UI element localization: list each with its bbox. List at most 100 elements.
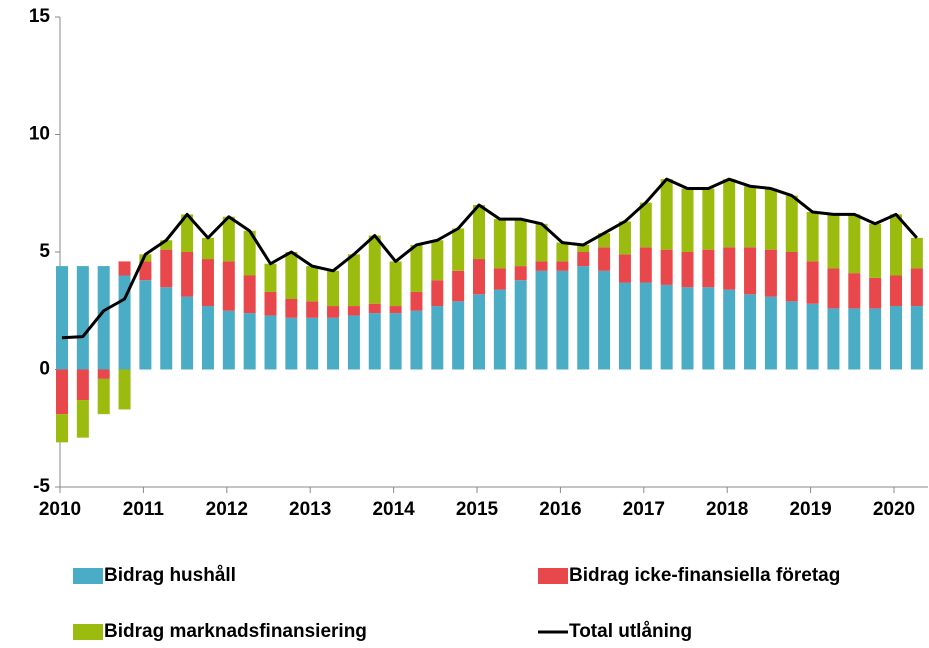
bar xyxy=(327,317,340,370)
bar xyxy=(514,280,527,370)
bar xyxy=(890,214,902,276)
bar xyxy=(431,306,444,370)
legend-label: Total utlåning xyxy=(569,621,692,642)
bar xyxy=(201,259,214,307)
bar xyxy=(869,277,882,309)
bar xyxy=(535,223,548,262)
bar xyxy=(347,315,360,370)
x-tick-label: 2017 xyxy=(623,499,665,520)
bar xyxy=(618,221,631,255)
x-tick-label: 2013 xyxy=(289,499,331,520)
bar xyxy=(56,369,68,415)
y-tick-label: 10 xyxy=(29,124,50,145)
bar xyxy=(493,219,506,269)
bar xyxy=(723,289,736,370)
bar xyxy=(827,308,840,370)
bar xyxy=(848,308,861,370)
bar xyxy=(431,280,444,307)
bar xyxy=(306,266,319,302)
x-tick-label: 2019 xyxy=(789,499,831,520)
bar xyxy=(181,296,194,370)
bar xyxy=(723,179,736,248)
bar xyxy=(910,237,923,269)
bar xyxy=(660,179,673,250)
bar xyxy=(514,266,527,281)
bar xyxy=(723,247,736,290)
bar xyxy=(264,263,277,292)
line xyxy=(61,177,918,340)
bar xyxy=(744,247,757,295)
bar xyxy=(160,240,173,250)
bar xyxy=(97,266,110,370)
bar xyxy=(514,219,527,267)
bar xyxy=(473,294,485,370)
bar xyxy=(76,369,89,401)
bar xyxy=(243,275,256,314)
bar xyxy=(639,247,652,283)
bar xyxy=(76,266,89,370)
bar xyxy=(56,414,68,443)
bar xyxy=(222,261,235,311)
bar xyxy=(389,306,402,314)
x-tick-label: 2014 xyxy=(372,499,415,520)
bar xyxy=(910,306,923,370)
bar xyxy=(598,270,611,370)
x-tick-label: 2016 xyxy=(539,499,581,520)
legend-label: Bidrag marknadsfinansiering xyxy=(104,621,367,642)
bar xyxy=(327,306,340,318)
bar xyxy=(347,306,360,316)
bar xyxy=(556,261,569,271)
x-tick-label: 2018 xyxy=(706,499,748,520)
bar xyxy=(243,230,256,276)
bar xyxy=(827,268,840,309)
bar xyxy=(264,315,277,370)
legend-label: Bidrag icke-finansiella företag xyxy=(569,565,840,586)
bar xyxy=(139,280,152,370)
bar xyxy=(618,282,631,370)
bar xyxy=(848,273,861,309)
bar xyxy=(660,249,673,285)
bar xyxy=(744,294,757,370)
bar xyxy=(452,228,465,271)
bar xyxy=(243,313,256,370)
legend-swatch xyxy=(538,568,568,584)
bar xyxy=(890,306,902,370)
x-tick-label: 2012 xyxy=(206,499,248,520)
legend-swatch xyxy=(73,568,103,584)
bar xyxy=(431,240,444,281)
bar xyxy=(327,270,340,307)
bar xyxy=(702,287,715,370)
bar xyxy=(410,310,423,370)
bar xyxy=(306,317,319,370)
bar xyxy=(806,261,819,304)
bar xyxy=(160,249,173,288)
bar xyxy=(910,268,923,307)
bar xyxy=(890,275,902,307)
y-tick-label: 5 xyxy=(39,241,50,262)
bar xyxy=(598,247,611,271)
bar xyxy=(285,317,298,370)
bar xyxy=(368,235,381,304)
bar xyxy=(535,270,548,370)
bar xyxy=(702,249,715,288)
bar xyxy=(806,212,819,262)
bar xyxy=(785,195,798,252)
bar xyxy=(285,299,298,318)
legend-label: Bidrag hushåll xyxy=(104,565,236,586)
bar xyxy=(76,400,89,438)
bar xyxy=(389,313,402,370)
legend-swatch xyxy=(73,624,103,640)
bar xyxy=(764,249,777,297)
bar xyxy=(160,287,173,370)
bar xyxy=(181,214,194,252)
bar xyxy=(556,242,569,262)
bar xyxy=(56,266,68,370)
bar xyxy=(577,266,590,370)
bar xyxy=(222,216,235,262)
bar xyxy=(201,237,214,260)
bar xyxy=(785,301,798,370)
y-tick-label: -5 xyxy=(33,476,50,497)
bar xyxy=(97,369,110,379)
bar xyxy=(764,296,777,370)
bar xyxy=(577,252,590,267)
